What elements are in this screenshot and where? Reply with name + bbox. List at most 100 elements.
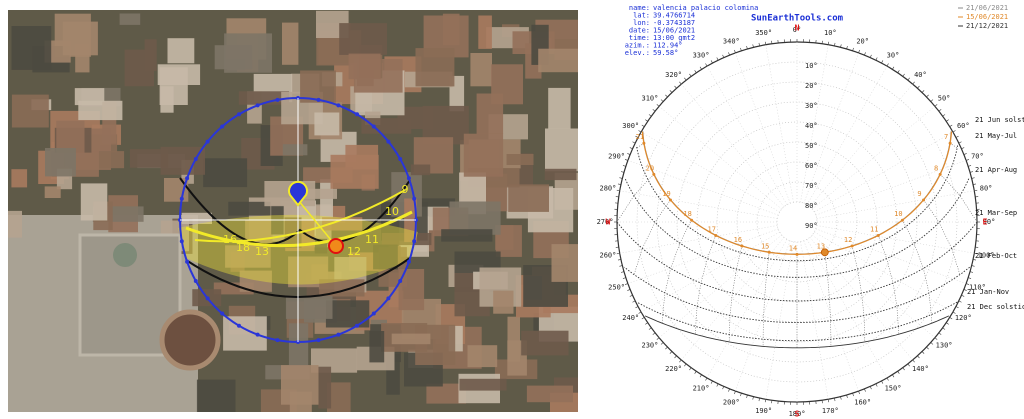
horizon-tick bbox=[656, 104, 660, 107]
map-hour-label: 13 bbox=[255, 245, 269, 258]
elevation-label: 90° bbox=[805, 222, 818, 230]
horizon-tick bbox=[875, 57, 878, 61]
building bbox=[80, 183, 108, 221]
hour-dot bbox=[652, 172, 656, 176]
elevation-label: 70° bbox=[805, 182, 818, 190]
azimuth-label: 340° bbox=[723, 38, 740, 46]
horizon-tick bbox=[875, 383, 878, 387]
map-hour-label: 9 bbox=[402, 183, 409, 196]
building bbox=[348, 53, 381, 80]
map-hour-label: 16 bbox=[223, 233, 237, 246]
horizon-tick bbox=[834, 398, 836, 402]
horizon-tick bbox=[622, 165, 626, 167]
building bbox=[281, 365, 319, 405]
horizon-tick bbox=[632, 141, 636, 144]
horizon-dot bbox=[355, 323, 359, 328]
building bbox=[223, 316, 267, 351]
horizon-tick bbox=[619, 177, 623, 179]
hour-line bbox=[851, 245, 866, 342]
horizon-dot bbox=[316, 97, 321, 102]
horizon-tick bbox=[660, 99, 664, 102]
horizon-dot bbox=[220, 124, 225, 129]
horizon-tick bbox=[728, 52, 730, 56]
date-curve bbox=[636, 301, 958, 342]
horizon-tick bbox=[621, 171, 625, 173]
horizon-tick bbox=[734, 391, 736, 395]
building bbox=[467, 345, 498, 368]
date-curve bbox=[624, 266, 970, 324]
horizon-dot bbox=[237, 323, 241, 328]
horizon-tick bbox=[864, 388, 866, 392]
horizon-tick bbox=[852, 393, 854, 397]
building bbox=[361, 118, 412, 134]
info-label: elev.: bbox=[625, 49, 650, 57]
horizon-dot bbox=[412, 196, 417, 201]
horizon-tick bbox=[858, 391, 860, 395]
horizon-dot bbox=[205, 139, 210, 144]
horizon-tick bbox=[846, 394, 848, 398]
building bbox=[373, 244, 398, 270]
horizon-tick bbox=[955, 306, 959, 309]
building bbox=[526, 385, 573, 403]
building bbox=[318, 366, 332, 409]
horizon-tick bbox=[710, 60, 713, 64]
azimuth-label: 310° bbox=[641, 95, 658, 103]
building bbox=[478, 15, 492, 49]
horizon-tick bbox=[952, 130, 956, 133]
elevation-label: 40° bbox=[805, 122, 818, 130]
azimuth-label: 60° bbox=[957, 122, 970, 130]
horizon-tick bbox=[629, 294, 633, 297]
hour-label: 11 bbox=[870, 225, 878, 233]
horizon-tick bbox=[946, 119, 949, 122]
horizon-dot bbox=[398, 279, 403, 283]
building bbox=[314, 112, 340, 136]
horizon-tick bbox=[621, 271, 625, 273]
azimuth-label: 230° bbox=[641, 341, 658, 349]
building bbox=[322, 217, 363, 231]
azimuth-label: 90° bbox=[983, 218, 996, 226]
hour-dot bbox=[948, 141, 952, 145]
sun-position bbox=[820, 248, 829, 257]
horizon-tick bbox=[616, 252, 620, 255]
horizon-tick bbox=[902, 73, 905, 77]
building bbox=[78, 100, 123, 121]
horizon-tick bbox=[740, 47, 742, 51]
horizon-tick bbox=[624, 283, 628, 285]
horizon-tick bbox=[746, 46, 748, 50]
horizon-tick bbox=[886, 377, 889, 381]
building bbox=[415, 324, 456, 365]
horizon-dot bbox=[386, 296, 391, 301]
horizon-tick bbox=[926, 94, 929, 98]
horizon-tick bbox=[758, 42, 760, 46]
horizon-tick bbox=[949, 124, 953, 127]
azimuth-label: 20° bbox=[856, 38, 869, 46]
horizon-tick bbox=[907, 363, 910, 367]
horizon-dot bbox=[193, 157, 198, 161]
horizon-tick bbox=[942, 327, 946, 330]
sun-marker bbox=[328, 238, 344, 254]
horizon-tick bbox=[635, 135, 639, 138]
cardinal-label: W bbox=[606, 218, 611, 227]
building bbox=[491, 64, 523, 105]
building bbox=[302, 188, 337, 199]
building bbox=[282, 22, 299, 65]
horizon-tick bbox=[971, 265, 975, 267]
horizon-tick bbox=[641, 124, 645, 127]
building bbox=[119, 13, 141, 25]
building bbox=[411, 240, 428, 252]
horizon-tick bbox=[624, 159, 628, 161]
map-hour-label: 10 bbox=[385, 205, 399, 218]
horizon-tick bbox=[827, 41, 830, 45]
info-value: 59.58° bbox=[653, 49, 678, 57]
hour-dot bbox=[922, 198, 926, 202]
horizon-tick bbox=[629, 147, 633, 150]
elevation-label: 10° bbox=[805, 62, 818, 70]
horizon-tick bbox=[869, 54, 872, 58]
horizon-dot bbox=[412, 239, 417, 244]
info-label: azim.: bbox=[625, 42, 650, 50]
building bbox=[459, 378, 507, 391]
hour-dot bbox=[900, 218, 904, 222]
horizon-tick bbox=[752, 44, 754, 48]
building bbox=[521, 330, 569, 356]
horizon-tick bbox=[622, 277, 626, 279]
